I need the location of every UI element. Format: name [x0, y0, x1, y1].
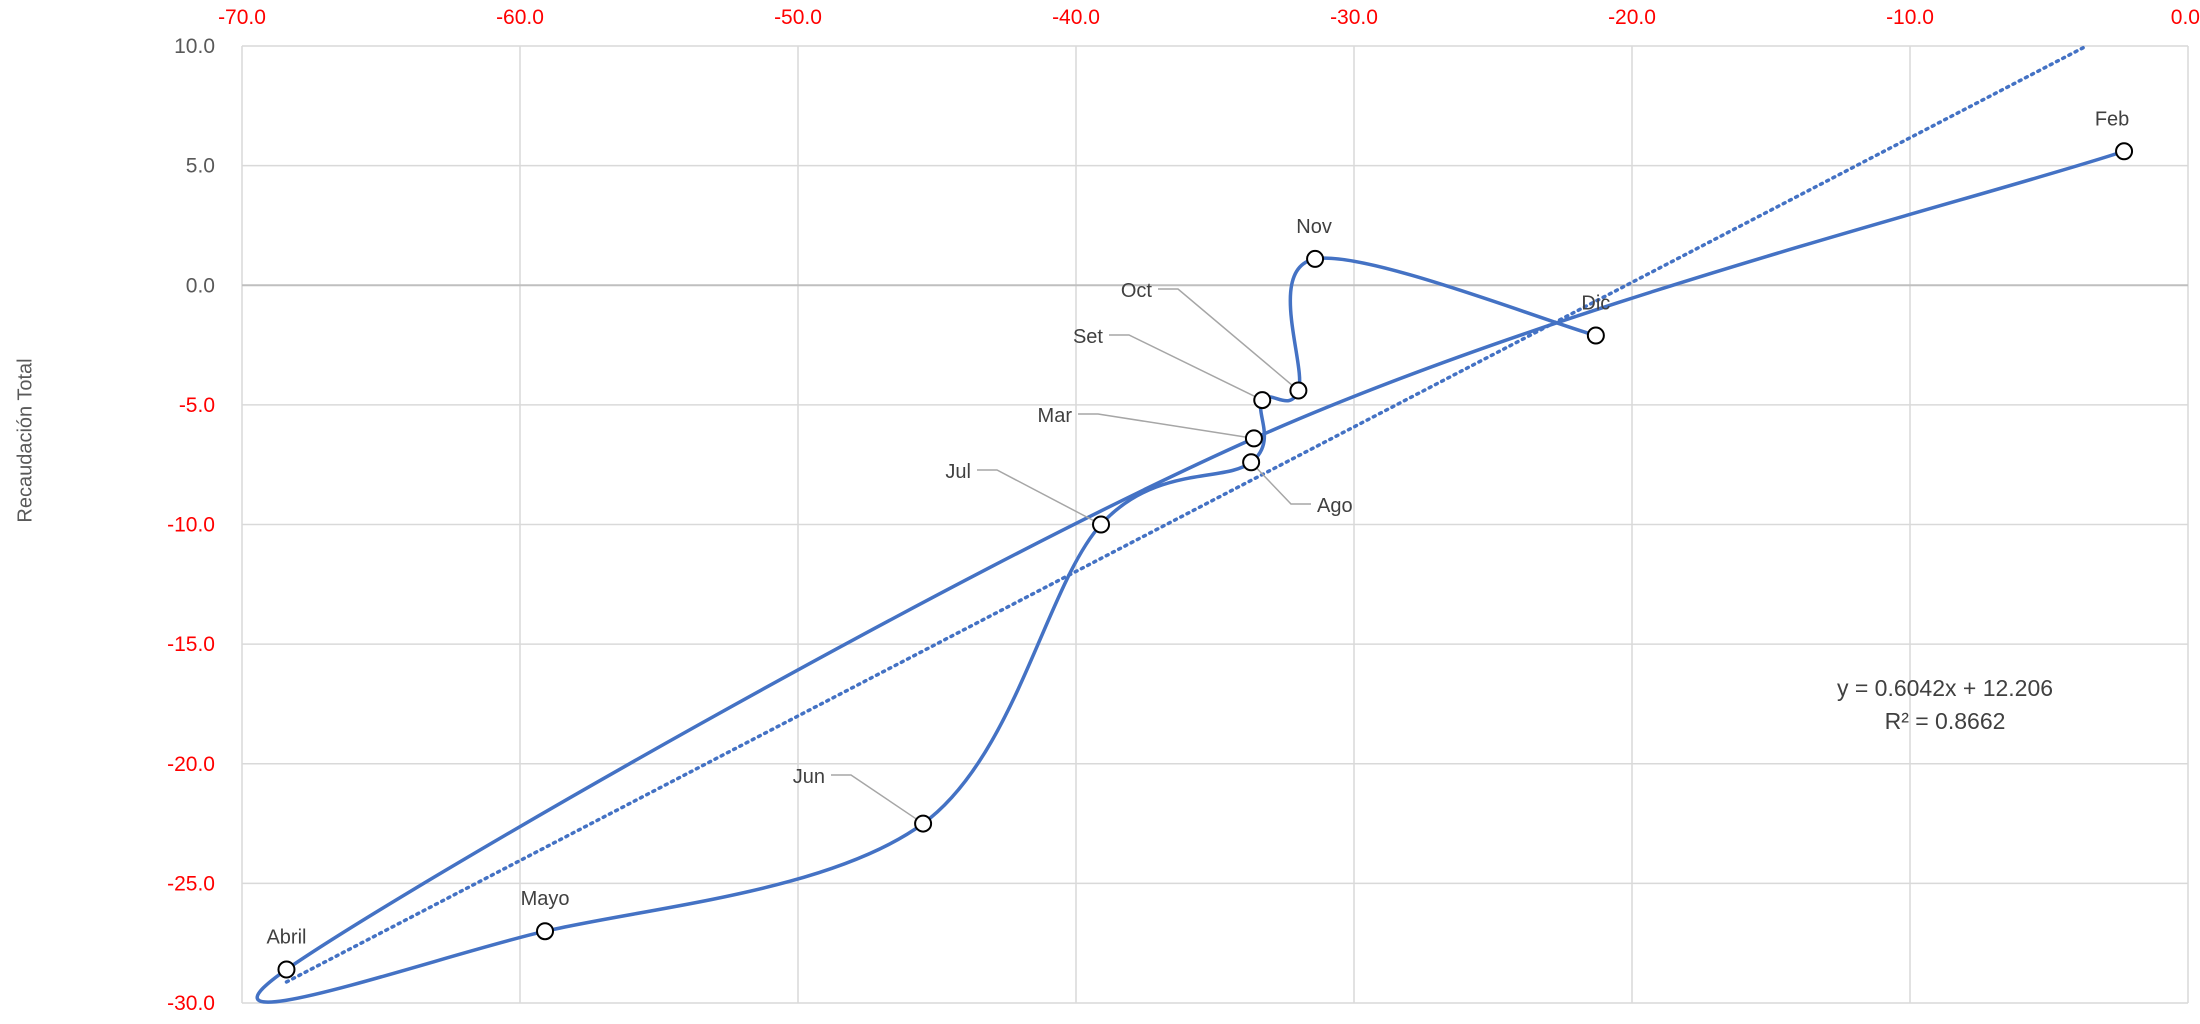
- series-segment: [284, 436, 1255, 971]
- data-point-mayo: [536, 922, 555, 941]
- y-tick-label: -25.0: [167, 872, 215, 895]
- data-label-set: Set: [1073, 326, 1103, 348]
- data-point-feb: [2115, 142, 2134, 161]
- series-segment: [255, 929, 547, 1004]
- data-label-jun: Jun: [793, 766, 825, 788]
- data-point-jul: [1092, 515, 1111, 534]
- x-tick-label: -60.0: [496, 6, 544, 29]
- x-tick-label: -30.0: [1330, 6, 1378, 29]
- y-axis-title: Recaudación Total: [6, 340, 46, 540]
- data-label-nov: Nov: [1296, 216, 1332, 238]
- series-segment: [544, 822, 925, 933]
- data-point-ago: [1242, 453, 1261, 472]
- series-segment: [1099, 460, 1253, 526]
- y-tick-label: -10.0: [167, 514, 215, 537]
- trendline-r2-text: R² = 0.8662: [1884, 708, 2006, 734]
- y-tick-label: -15.0: [167, 633, 215, 656]
- leader-line: [977, 469, 1102, 526]
- x-tick-label: -70.0: [218, 6, 266, 29]
- data-point-abril: [277, 960, 296, 979]
- y-tick-label: 5.0: [186, 155, 215, 178]
- leader-lines: [831, 288, 1311, 825]
- leader-line: [831, 774, 924, 825]
- data-point-nov: [1306, 249, 1325, 268]
- series-segment: [1252, 149, 2125, 440]
- data-point-mar: [1244, 429, 1263, 448]
- data-label-oct: Oct: [1121, 280, 1153, 302]
- leader-line: [1158, 288, 1299, 392]
- leader-line: [1109, 334, 1263, 401]
- y-tick-label: -5.0: [179, 394, 215, 417]
- trendline-equation: y = 0.6042x + 12.206 R² = 0.8662: [1800, 672, 2090, 738]
- series-segment: [922, 523, 1103, 825]
- data-label-mayo: Mayo: [521, 888, 570, 910]
- y-tick-label: -30.0: [167, 992, 215, 1015]
- data-point-set: [1253, 391, 1272, 410]
- trendline-line: [284, 44, 2089, 984]
- x-tick-label: 0.0: [2171, 6, 2200, 29]
- data-point-dic: [1586, 326, 1605, 345]
- data-point-oct: [1289, 381, 1308, 400]
- series-segment: [1288, 256, 1318, 392]
- y-axis-title-text: Recaudación Total: [14, 357, 37, 523]
- data-label-ago: Ago: [1317, 495, 1353, 517]
- data-label-feb: Feb: [2095, 108, 2129, 130]
- series-path: [255, 149, 2125, 1004]
- data-label-mar: Mar: [1038, 405, 1073, 427]
- axes: -70.0 -60.0 -50.0 -40.0 -30.0 -20.0 -10.0 0.0 10…: [167, 6, 2200, 1015]
- data-point-jun: [914, 814, 933, 833]
- data-label-abril: Abril: [266, 927, 306, 949]
- x-tick-label: -20.0: [1608, 6, 1656, 29]
- trendline: [284, 44, 2089, 984]
- series-segment: [1314, 256, 1598, 338]
- trendline-equation-text: y = 0.6042x + 12.206: [1836, 675, 2054, 701]
- leader-line: [1078, 413, 1255, 440]
- x-tick-label: -40.0: [1052, 6, 1100, 29]
- x-tick-label: -50.0: [774, 6, 822, 29]
- y-tick-label: 0.0: [186, 274, 215, 297]
- y-tick-label: -20.0: [167, 753, 215, 776]
- data-points: [277, 142, 2134, 979]
- leader-line: [1250, 461, 1311, 505]
- gridlines: [241, 45, 2189, 1004]
- y-tick-label: 10.0: [174, 35, 215, 58]
- x-tick-label: -10.0: [1886, 6, 1934, 29]
- data-labels: Feb Mar Abril Mayo Jun Jul Ago Set Oct Nov Dic: [266, 108, 2129, 948]
- data-label-dic: Dic: [1581, 292, 1610, 314]
- data-label-jul: Jul: [945, 461, 971, 483]
